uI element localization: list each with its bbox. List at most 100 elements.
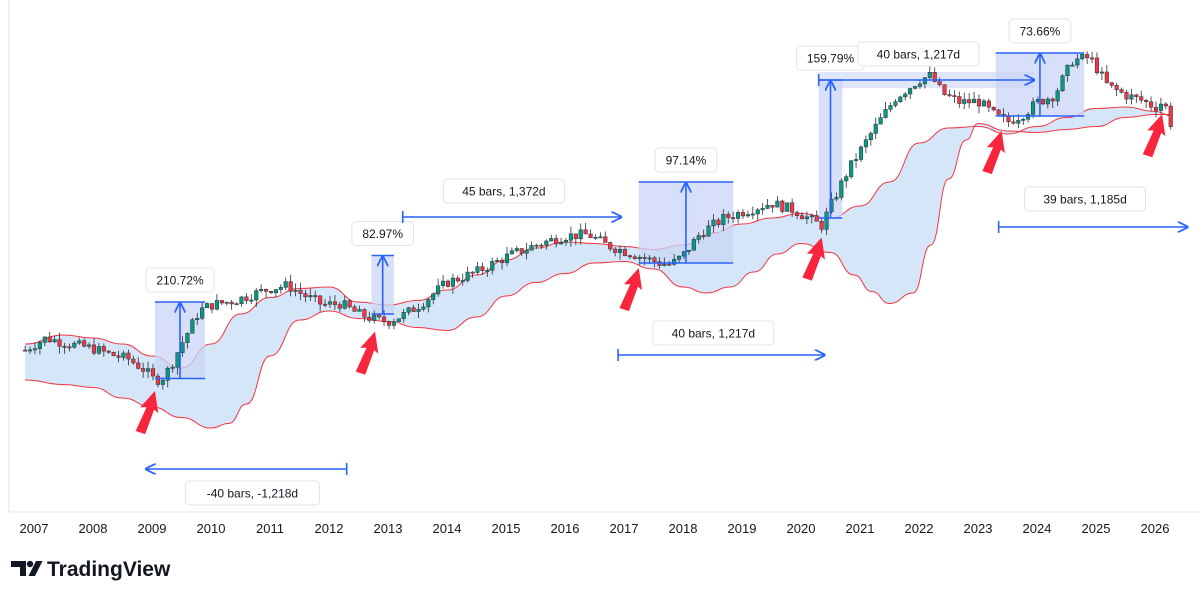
candle-body <box>416 308 421 312</box>
candle <box>382 310 387 327</box>
x-tick-label: 2009 <box>138 521 167 536</box>
candle-body <box>185 333 190 343</box>
candle <box>603 231 608 243</box>
candle-body <box>1080 54 1085 60</box>
candle-body <box>308 295 313 298</box>
candle <box>662 257 667 267</box>
candle <box>293 283 298 297</box>
candle-body <box>554 238 559 245</box>
range-label: 39 bars, 1,185d <box>1024 186 1147 212</box>
candle-body <box>111 351 116 357</box>
x-tick-label: 2012 <box>315 521 344 536</box>
candle <box>254 288 259 307</box>
annotation-label-box <box>442 178 565 204</box>
candle-body <box>903 93 908 98</box>
candle-body <box>47 336 52 343</box>
candle-body <box>686 250 691 252</box>
candle <box>785 202 790 212</box>
candle <box>903 91 908 101</box>
candle <box>372 310 377 324</box>
candle <box>780 199 785 214</box>
candle <box>87 342 92 349</box>
candle-body <box>957 96 962 104</box>
candle-body <box>608 242 613 250</box>
candle-body <box>87 344 92 347</box>
candle <box>598 232 603 239</box>
candle <box>1085 51 1090 64</box>
candle-body <box>858 146 864 160</box>
candle <box>1163 102 1168 110</box>
candle-body <box>259 288 264 291</box>
candle <box>706 220 711 237</box>
candle <box>1153 101 1159 118</box>
candle-body <box>967 99 972 104</box>
candle-body <box>224 301 229 304</box>
candle <box>190 317 195 334</box>
candle-body <box>1124 92 1129 100</box>
candle <box>1060 74 1065 92</box>
candle <box>200 301 205 321</box>
candle-body <box>563 240 569 243</box>
candle-body <box>455 277 460 282</box>
annotation-label-box <box>654 147 718 173</box>
candle-body <box>357 309 362 312</box>
candle-body <box>1094 57 1100 74</box>
candle <box>205 302 210 309</box>
candle <box>234 302 239 306</box>
candle <box>908 87 913 100</box>
candle <box>1031 97 1036 119</box>
candle <box>721 209 726 232</box>
red-arrow-icon <box>802 237 825 281</box>
candle-body <box>441 280 446 287</box>
candle <box>1080 53 1085 61</box>
candle-body <box>947 94 952 97</box>
candle-body <box>214 300 219 310</box>
candle <box>308 288 313 301</box>
candle-body <box>475 266 480 273</box>
candle-body <box>1011 121 1016 124</box>
candle <box>593 234 598 240</box>
tradingview-logo[interactable]: TradingView <box>11 558 171 581</box>
measure-label: 73.66% <box>1008 18 1072 44</box>
candle-body <box>981 100 986 107</box>
candle-body <box>514 248 519 252</box>
measure-label: 210.72% <box>145 267 215 293</box>
candle <box>490 257 495 275</box>
candle <box>347 299 352 309</box>
candle-body <box>529 245 534 251</box>
candle <box>1075 54 1080 69</box>
candle <box>1099 67 1104 81</box>
candle <box>268 290 274 295</box>
candle-body <box>1021 118 1026 121</box>
candle-body <box>121 352 126 358</box>
candle <box>441 275 446 289</box>
candle <box>37 340 42 355</box>
band-lower-line <box>25 113 1173 429</box>
candle-body <box>1040 99 1045 105</box>
candle <box>731 211 736 223</box>
candle <box>1040 98 1045 106</box>
candle-body <box>539 244 544 247</box>
range-label: 45 bars, 1,372d <box>442 178 565 204</box>
candle <box>500 257 505 270</box>
candle-body <box>578 229 583 240</box>
candle-body <box>716 219 721 225</box>
x-tick-label: 2019 <box>728 521 757 536</box>
candle <box>608 241 613 252</box>
red-arrow-shape <box>135 391 159 435</box>
candle <box>401 308 406 323</box>
candle-body <box>952 95 957 98</box>
candle-body <box>205 303 210 309</box>
x-tick-label: 2007 <box>20 521 49 536</box>
candle-body <box>1070 64 1075 67</box>
candle <box>529 241 534 251</box>
candle <box>155 373 160 388</box>
candle-body <box>878 117 883 125</box>
candle-body <box>652 257 657 262</box>
candle-body <box>352 306 357 312</box>
candle <box>760 203 765 215</box>
candle <box>809 213 814 224</box>
range-label: 40 bars, 1,217d <box>652 320 775 346</box>
candle <box>436 278 441 297</box>
